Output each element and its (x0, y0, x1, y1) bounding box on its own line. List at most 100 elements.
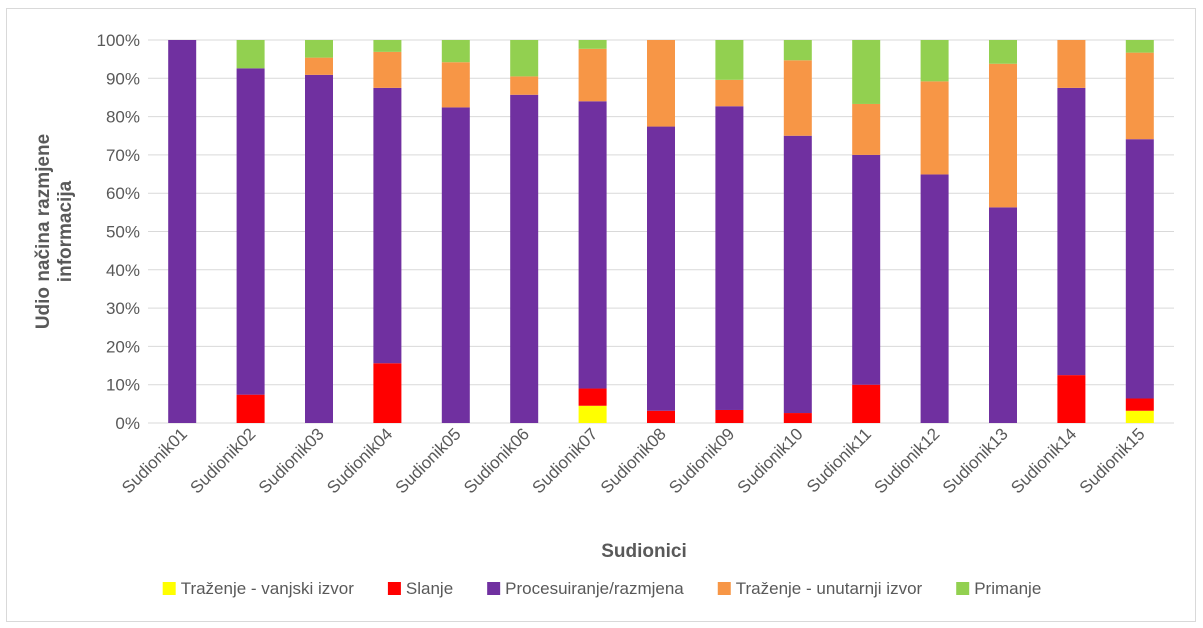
bar-segment (852, 103, 881, 155)
y-axis-title-line: informacija (55, 180, 76, 282)
bar-segment (1125, 139, 1154, 399)
bar-segment (852, 40, 881, 104)
bar-segment (305, 57, 333, 75)
bar-segment (1057, 87, 1086, 376)
x-tick-label: Sudionik14 (1007, 424, 1080, 497)
bar-segment (1125, 410, 1154, 423)
bar-segment (783, 40, 812, 61)
bar-segment (783, 60, 812, 136)
bar-segment (783, 413, 812, 423)
y-tick-label: 90% (106, 69, 140, 88)
bar-segment (578, 101, 607, 389)
y-tick-label: 50% (106, 223, 140, 242)
bar-segment (920, 81, 949, 175)
legend-swatch (487, 582, 501, 595)
legend-item: Traženje - vanjski izvor (162, 579, 355, 598)
bar-segment (441, 40, 470, 63)
y-tick-label: 0% (115, 414, 140, 433)
bar-segment (510, 40, 539, 77)
bar-segment (1057, 40, 1086, 88)
bar-segment (852, 154, 881, 385)
y-tick-label: 30% (106, 299, 140, 318)
bars (168, 40, 1154, 424)
bar-segment (989, 40, 1017, 64)
legend: Traženje - vanjski izvor Slanje Procesuira… (162, 579, 1041, 598)
bar-segment (441, 62, 470, 108)
x-tick-label: Sudionik15 (1076, 424, 1149, 497)
legend-item: Slanje (387, 579, 453, 598)
bar-segment (578, 48, 607, 102)
y-axis-title-line: Udio načina razmjene (33, 134, 54, 329)
bar-segment (578, 388, 607, 406)
x-tick-label: Sudionik01 (118, 424, 191, 497)
legend-label: Procesuiranje/razmjena (505, 579, 684, 598)
bar-segment (1125, 40, 1154, 53)
bar-segment (989, 207, 1017, 423)
bar-segment (783, 135, 812, 414)
bar-segment (236, 40, 265, 69)
bar-segment (647, 126, 675, 411)
legend-label: Slanje (406, 579, 453, 598)
legend-swatch (387, 582, 401, 595)
bar-segment (373, 40, 402, 52)
x-axis-title: Sudionici (601, 541, 687, 562)
y-tick-label: 100% (97, 31, 140, 50)
x-tick-label: Sudionik04 (323, 424, 396, 497)
bar-segment (1125, 52, 1154, 140)
bar-segment (373, 363, 402, 423)
legend-swatch (956, 582, 970, 595)
bar-segment (715, 409, 744, 423)
x-tick-label: Sudionik07 (529, 424, 602, 497)
legend-label: Traženje - vanjski izvor (181, 579, 355, 598)
y-tick-label: 10% (106, 376, 140, 395)
bar-segment (1057, 375, 1086, 423)
y-tick-label: 60% (106, 184, 140, 203)
x-tick-label: Sudionik11 (803, 424, 875, 496)
bar-segment (373, 51, 402, 88)
y-tick-label: 20% (106, 337, 140, 356)
bar-segment (852, 384, 881, 423)
legend-swatch (717, 582, 731, 595)
bar-segment (373, 87, 402, 364)
bar-segment (236, 68, 265, 395)
y-axis-title: Udio načina razmjeneinformacija (33, 134, 76, 329)
legend-item: Procesuiranje/razmjena (487, 579, 684, 598)
bar-segment (715, 40, 744, 80)
y-tick-label: 70% (106, 146, 140, 165)
x-tick-label: Sudionik02 (187, 424, 260, 497)
bar-segment (510, 94, 539, 424)
legend-item: Traženje - unutarnji izvor (717, 579, 923, 598)
bar-segment (1125, 398, 1154, 411)
legend-label: Primanje (974, 579, 1041, 598)
legend-item: Primanje (956, 579, 1041, 598)
bar-segment (920, 40, 949, 82)
bar-segment (305, 74, 333, 423)
bar-segment (715, 106, 744, 410)
bar-segment (578, 405, 607, 423)
x-tick-label: Sudionik10 (734, 424, 807, 497)
bar-segment (647, 40, 675, 127)
legend-swatch (162, 582, 176, 595)
bar-segment (441, 107, 470, 424)
x-tick-label: Sudionik08 (597, 424, 670, 497)
x-tick-label: Sudionik03 (255, 424, 328, 497)
chart-frame: 0% 10% 20% 30% 40% 50% 60% 70% 80% 90% 100% Sudioni… (6, 8, 1196, 622)
stacked-bar-chart: 0% 10% 20% 30% 40% 50% 60% 70% 80% 90% 100% Sudioni… (33, 31, 1174, 598)
x-tick-label: Sudionik05 (392, 424, 465, 497)
x-tick-label: Sudionik13 (939, 424, 1012, 497)
bar-segment (920, 174, 949, 423)
bar-segment (715, 79, 744, 107)
y-tick-label: 40% (106, 261, 140, 280)
bar-segment (647, 410, 675, 423)
bar-segment (236, 394, 265, 423)
bar-segment (168, 40, 197, 423)
x-tick-label: Sudionik09 (665, 424, 738, 497)
y-tick-label: 80% (106, 108, 140, 127)
legend-label: Traženje - unutarnji izvor (736, 579, 923, 598)
bar-segment (989, 63, 1017, 208)
bar-segment (510, 76, 539, 95)
x-tick-label: Sudionik12 (871, 424, 944, 497)
bar-segment (578, 40, 607, 49)
x-tick-label: Sudionik06 (460, 424, 533, 497)
bar-segment (305, 40, 333, 58)
